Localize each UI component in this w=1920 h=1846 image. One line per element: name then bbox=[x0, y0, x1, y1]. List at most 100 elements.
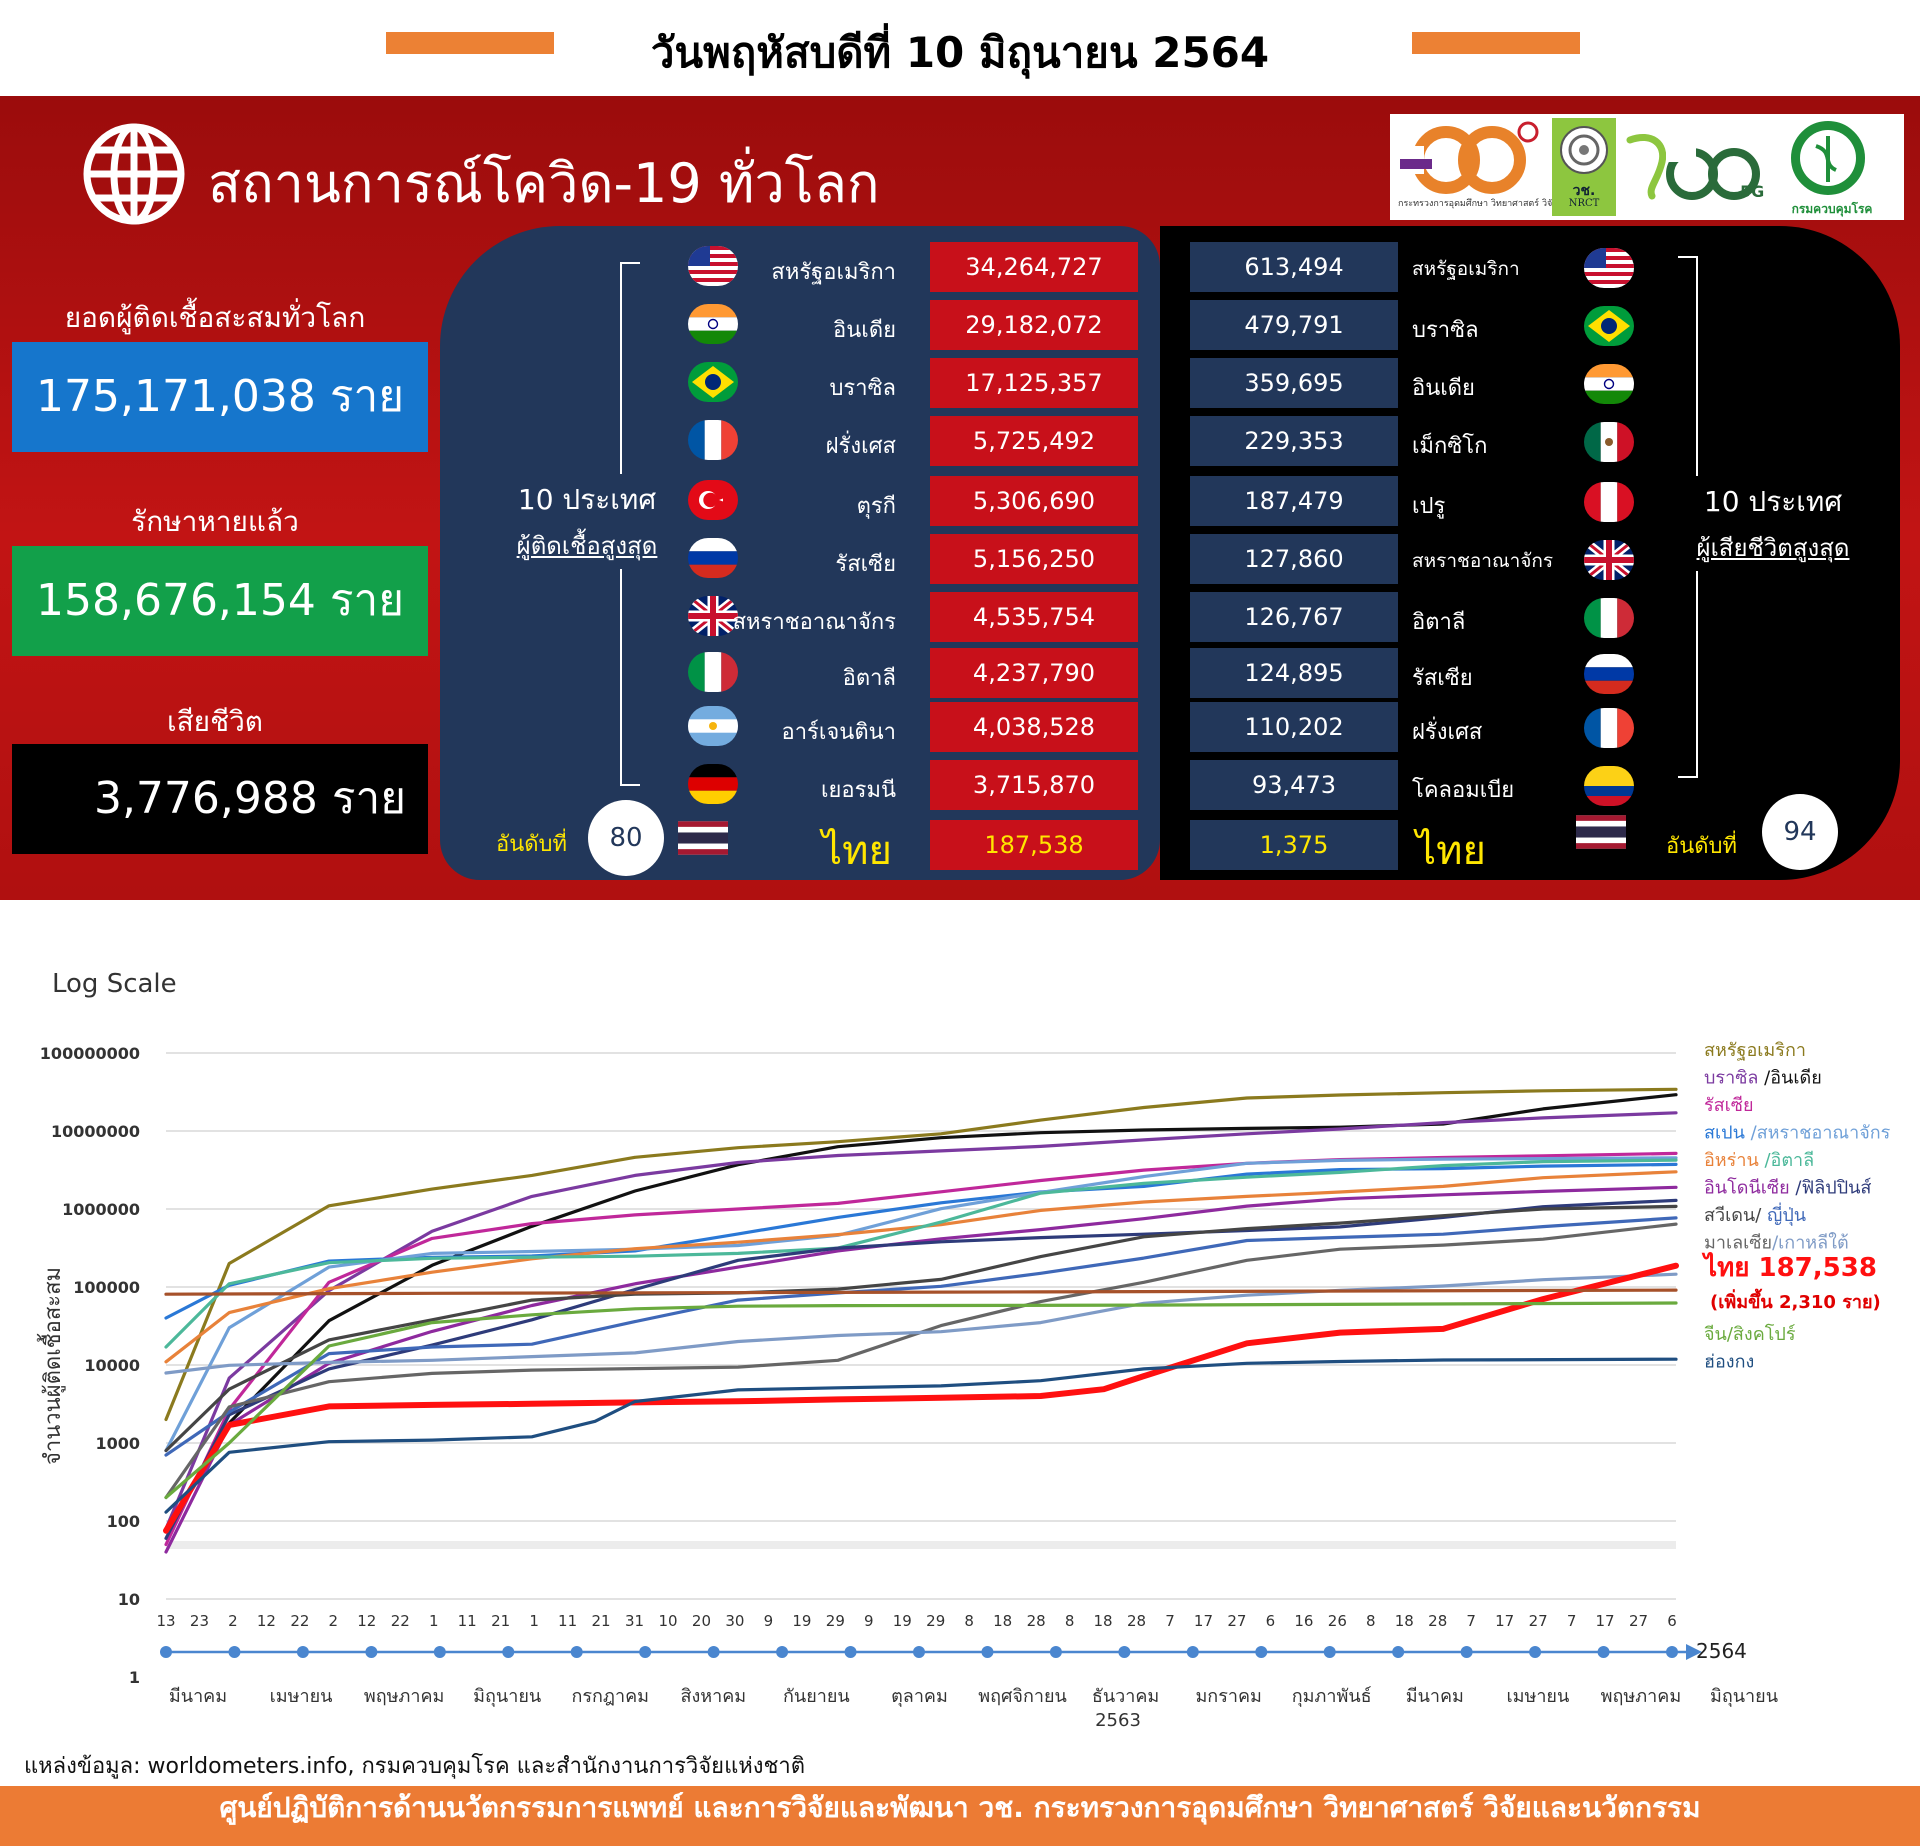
x-month-label: ตุลาคม bbox=[891, 1686, 948, 1707]
deaths-country-name: อินเดีย bbox=[1412, 376, 1475, 401]
cases-thai-rank: 80 bbox=[588, 800, 664, 876]
timeline-dot bbox=[1529, 1646, 1542, 1658]
us-flag-icon bbox=[1584, 248, 1634, 288]
panel-title: สถานการณ์โควิด-19 ทั่วโลก bbox=[208, 152, 880, 215]
legend-text: สหรัฐอเมริกา bbox=[1704, 1040, 1806, 1061]
deaths-country-name: เปรู bbox=[1412, 494, 1446, 519]
cases-country-name: อาร์เจนตินา bbox=[781, 720, 896, 745]
timeline-dot bbox=[1460, 1646, 1473, 1658]
timeline-dot bbox=[639, 1646, 652, 1658]
cases-country-value: 5,725,492 bbox=[930, 416, 1138, 466]
deaths-country-value: 479,791 bbox=[1190, 300, 1398, 350]
cases-thai-value: 187,538 bbox=[930, 820, 1138, 870]
x-tick-label: 22 bbox=[290, 1612, 309, 1630]
series-line bbox=[164, 1111, 1678, 1531]
x-month-label: มีนาคม bbox=[1406, 1686, 1464, 1707]
x-tick-label: 26 bbox=[1328, 1612, 1347, 1630]
deaths-country-value: 187,479 bbox=[1190, 476, 1398, 526]
x-tick-label: 1 bbox=[529, 1612, 539, 1630]
x-tick-label: 21 bbox=[592, 1612, 611, 1630]
x-month-label: มิถุนายน bbox=[1710, 1686, 1778, 1707]
x-tick-label: 11 bbox=[458, 1612, 477, 1630]
deaths-country-value: 359,695 bbox=[1190, 358, 1398, 408]
mexico-flag-icon bbox=[1584, 422, 1634, 462]
5g-label: 5G bbox=[1740, 182, 1765, 201]
russia-flag-icon bbox=[688, 538, 738, 578]
legend-text: สเปน bbox=[1704, 1123, 1745, 1144]
thai-flag-icon bbox=[1576, 812, 1642, 856]
series-line bbox=[164, 1087, 1678, 1422]
legend-item: อิหร่าน /อิตาลี bbox=[1704, 1150, 1814, 1171]
x-month-label: ธันวาคม bbox=[1092, 1686, 1159, 1707]
legend-text: /อิตาลี bbox=[1759, 1150, 1814, 1171]
timeline-dot bbox=[160, 1646, 172, 1658]
x-tick-label: 1 bbox=[429, 1612, 439, 1630]
deaths-label: เสียชีวิต bbox=[167, 705, 263, 738]
footer-banner: ศูนย์ปฏิบัติการด้านนวัตกรรมการแพทย์ และก… bbox=[0, 1786, 1920, 1846]
x-month-label: เมษายน bbox=[270, 1686, 333, 1707]
legend-item: ไทย 187,538 bbox=[1701, 1251, 1877, 1283]
cases-label: ยอดผู้ติดเชื้อสะสมทั่วโลก bbox=[64, 301, 366, 334]
nrct-logo: วช. NRCT bbox=[1552, 118, 1616, 216]
y-tick-label: 10000000 bbox=[51, 1122, 140, 1141]
ddc-logo-label: กรมควบคุมโรค bbox=[1791, 202, 1873, 216]
y-axis-label: จำนวนผู้ติดเชื้อสะสม bbox=[37, 1267, 66, 1465]
legend-item: สวีเดน/ ญี่ปุ่น bbox=[1704, 1202, 1806, 1226]
timeline-dot bbox=[1255, 1646, 1268, 1658]
ddc-logo-icon bbox=[1789, 119, 1867, 197]
deaths-thai-label: ไทย bbox=[1416, 828, 1486, 874]
legend-item: อินโดนีเซีย /ฟิลิปปินส์ bbox=[1704, 1177, 1871, 1199]
deaths-thai-rank: 94 bbox=[1762, 794, 1838, 870]
legend-text: ญี่ปุ่น bbox=[1761, 1202, 1806, 1226]
cases-country-name: ตุรกี bbox=[856, 494, 896, 519]
legend-text: /ฟิลิปปินส์ bbox=[1790, 1178, 1872, 1199]
india-flag-icon bbox=[1584, 364, 1634, 404]
deaths-country-name: อิตาลี bbox=[1412, 610, 1466, 635]
legend-text: (เพิ่มขึ้น 2,310 ราย) bbox=[1710, 1288, 1881, 1313]
cases-group-title: 10 ประเทศ ผู้ติดเชื้อสูงสุด bbox=[494, 474, 680, 569]
nrct-5g-logo-icon bbox=[1626, 134, 1760, 200]
timeline-arrow-icon bbox=[1686, 1644, 1702, 1660]
timeline-dot bbox=[296, 1646, 309, 1658]
deaths-country-value: 110,202 bbox=[1190, 702, 1398, 752]
series-line bbox=[164, 1357, 1678, 1514]
deaths-value-box: 3,776,988 ราย bbox=[12, 744, 428, 854]
cases-country-name: อินเดีย bbox=[833, 318, 896, 343]
orange-dash-right bbox=[1412, 32, 1580, 54]
cases-group-subtitle: ผู้ติดเชื้อสูงสุด bbox=[516, 532, 658, 560]
russia-flag-icon bbox=[1584, 654, 1634, 694]
uk-flag-icon bbox=[1584, 540, 1634, 580]
x-month-label: พฤศจิกายน bbox=[978, 1686, 1067, 1707]
nrct-emblem-icon bbox=[1560, 126, 1608, 174]
cases-country-value: 5,156,250 bbox=[930, 534, 1138, 584]
recovered-value-box: 158,676,154 ราย bbox=[12, 546, 428, 656]
x-tick-label: 31 bbox=[625, 1612, 644, 1630]
france-flag-icon bbox=[688, 420, 738, 460]
brazil-flag-icon bbox=[1584, 306, 1634, 346]
x-tick-label: 17 bbox=[1596, 1612, 1615, 1630]
x-tick-label: 21 bbox=[491, 1612, 510, 1630]
cases-country-value: 5,306,690 bbox=[930, 476, 1138, 526]
legend-item: (เพิ่มขึ้น 2,310 ราย) bbox=[1710, 1288, 1881, 1313]
x-tick-label: 22 bbox=[391, 1612, 410, 1630]
timeline-dot bbox=[1666, 1646, 1678, 1658]
cases-country-value: 4,038,528 bbox=[930, 702, 1138, 752]
cases-value: 175,171,038 ราย bbox=[35, 371, 405, 422]
thai-flag-icon bbox=[678, 818, 744, 862]
x-tick-label: 13 bbox=[156, 1612, 175, 1630]
orange-dash-left bbox=[386, 32, 554, 54]
us-flag-icon bbox=[688, 246, 738, 286]
turkey-flag-icon bbox=[688, 480, 738, 520]
italy-flag-icon bbox=[1584, 598, 1634, 638]
x-tick-label: 29 bbox=[826, 1612, 845, 1630]
legend-item: ฮ่องกง bbox=[1704, 1352, 1754, 1373]
x-tick-label: 18 bbox=[1094, 1612, 1113, 1630]
deaths-value: 3,776,988 ราย bbox=[93, 773, 406, 824]
legend-text: อินโดนีเซีย bbox=[1704, 1177, 1790, 1199]
x-tick-label: 18 bbox=[993, 1612, 1012, 1630]
x-tick-label: 12 bbox=[357, 1612, 376, 1630]
x-month-label: มีนาคม bbox=[169, 1686, 227, 1707]
x-month-label: สิงหาคม bbox=[681, 1686, 747, 1707]
date-title: วันพฤหัสบดีที่ 10 มิถุนายน 2564 bbox=[650, 28, 1270, 77]
y-tick-label: 1 bbox=[129, 1668, 140, 1687]
